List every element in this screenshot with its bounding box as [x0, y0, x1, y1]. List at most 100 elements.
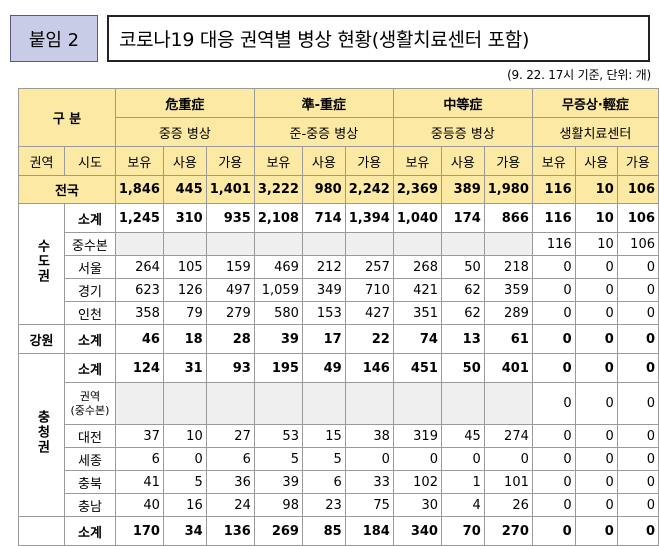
table-cell: 79	[162, 301, 207, 325]
table-cell: 85	[301, 516, 346, 546]
table-cell: 289	[483, 301, 533, 325]
table-cell: 116	[531, 175, 576, 204]
table-cell: 6	[114, 447, 164, 471]
table-cell: 106	[616, 203, 659, 233]
table-cell: 53	[253, 424, 303, 448]
table-row-national: 전국 1,846 445 1,401 3,222 980 2,242 2,369…	[18, 175, 659, 204]
table-cell	[114, 382, 164, 425]
header-col-available: 가용	[483, 146, 533, 176]
table-cell: 358	[114, 301, 164, 325]
table-cell: 0	[531, 493, 576, 517]
header-col-available: 가용	[616, 146, 659, 176]
table-cell	[162, 232, 207, 256]
table-cell: 269	[253, 516, 303, 546]
table-cell: 15	[301, 424, 346, 448]
table-cell: 1,846	[114, 175, 164, 204]
table-cell: 0	[574, 516, 618, 546]
table-cell: 0	[440, 447, 485, 471]
table-cell: 257	[344, 255, 394, 279]
row-label: 소계	[64, 353, 116, 383]
table-cell: 0	[531, 447, 576, 471]
table-row-gyeonggi: 경기 623 126 497 1,059 349 710 421 62 359 …	[19, 278, 659, 302]
table-cell: 580	[253, 301, 303, 325]
table-cell: 469	[253, 255, 303, 279]
table-cell	[253, 232, 303, 256]
table-cell: 310	[162, 203, 207, 233]
row-label: 중수본	[64, 232, 116, 256]
table-cell: 264	[114, 255, 164, 279]
table-cell: 714	[301, 203, 346, 233]
table-cell	[483, 232, 533, 256]
table-cell: 0	[574, 255, 618, 279]
table-cell: 0	[574, 493, 618, 517]
table-row-sudo-subtotal: 수도권 소계 1,245 310 935 2,108 714 1,394 1,0…	[17, 203, 659, 325]
table-cell: 0	[574, 324, 618, 354]
row-label: 충남	[64, 493, 116, 517]
table-cell: 30	[392, 493, 442, 517]
table-cell: 116	[531, 232, 576, 256]
table-cell: 0	[574, 447, 618, 471]
table-cell: 4	[440, 493, 485, 517]
document-title: 코로나19 대응 권역별 병상 현황(생활치료센터 포함)	[107, 15, 650, 62]
table-row-chungcheong-subtotal: 충청권 소계 124 31 93 195 49 146 451 50 401 0…	[17, 353, 659, 517]
bed-status-table: 구 분 危重症 準-重症 中等症 무증상·輕症 중증 병상 준-중증 병상 중등…	[17, 88, 659, 546]
table-cell: 0	[531, 382, 576, 425]
table-cell: 146	[344, 353, 394, 383]
table-cell	[344, 232, 394, 256]
header-col-used: 사용	[440, 146, 485, 176]
table-cell: 98	[253, 493, 303, 517]
table-cell: 38	[344, 424, 394, 448]
table-cell: 184	[344, 516, 394, 546]
table-cell: 0	[574, 353, 618, 383]
table-cell: 0	[531, 516, 576, 546]
table-cell: 6	[301, 470, 346, 494]
table-cell: 18	[162, 324, 207, 354]
header-group-moderate: 中等症	[392, 88, 533, 118]
table-cell: 0	[616, 447, 659, 471]
header-region: 권역	[17, 146, 66, 176]
table-cell: 0	[616, 470, 659, 494]
header-group-critical: 危重症	[114, 88, 255, 118]
row-label: 소계	[64, 203, 116, 233]
table-cell: 270	[483, 516, 533, 546]
table-cell: 279	[205, 301, 255, 325]
table-cell: 50	[440, 255, 485, 279]
table-cell: 17	[301, 324, 346, 354]
row-label: 소계	[64, 516, 116, 546]
table-cell: 0	[531, 324, 576, 354]
table-cell: 153	[301, 301, 346, 325]
table-cell: 389	[440, 175, 485, 204]
table-cell: 31	[162, 353, 207, 383]
table-cell: 75	[344, 493, 394, 517]
table-cell: 46	[114, 324, 164, 354]
table-cell: 170	[114, 516, 164, 546]
table-cell: 106	[616, 175, 659, 204]
table-cell: 23	[301, 493, 346, 517]
header-col-used: 사용	[574, 146, 618, 176]
table-cell: 0	[574, 278, 618, 302]
table-cell: 0	[616, 353, 659, 383]
table-cell: 174	[440, 203, 485, 233]
table-cell: 10	[574, 232, 618, 256]
table-cell: 39	[253, 470, 303, 494]
row-label: 소계	[64, 324, 116, 354]
table-cell: 866	[483, 203, 533, 233]
row-label: 인천	[64, 301, 116, 325]
table-cell	[483, 382, 533, 425]
table-cell: 0	[616, 382, 659, 425]
table-cell: 0	[531, 255, 576, 279]
table-cell: 74	[392, 324, 442, 354]
row-label: 세종	[64, 447, 116, 471]
region-gangwon: 강원	[17, 324, 66, 354]
table-cell: 3,222	[253, 175, 303, 204]
header-col-owned: 보유	[392, 146, 442, 176]
table-cell: 0	[531, 353, 576, 383]
row-label: 권역 (중수본)	[64, 382, 116, 425]
table-cell: 41	[114, 470, 164, 494]
table-row-incheon: 인천 358 79 279 580 153 427 351 62 289 0 0…	[19, 301, 659, 325]
header-sub-mild: 생활치료센터	[531, 117, 659, 147]
table-row-sejong: 세종 6 0 6 5 5 0 0 0 0 0 0 0	[19, 447, 659, 471]
header-col-owned: 보유	[114, 146, 164, 176]
table-cell: 5	[253, 447, 303, 471]
table-cell: 218	[483, 255, 533, 279]
